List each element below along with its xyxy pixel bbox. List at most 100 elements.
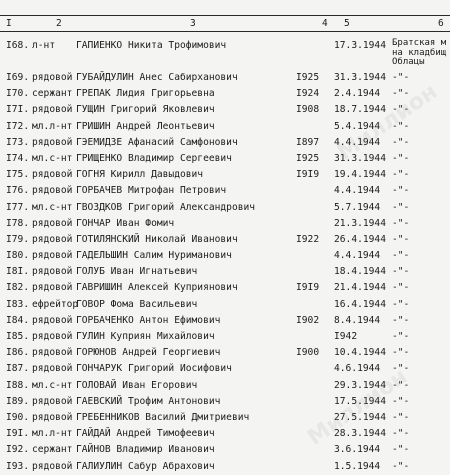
burial-cell: -"-: [392, 444, 410, 456]
birth-year-cell: I924: [296, 88, 320, 100]
name-cell: ГУБАЙДУЛИН Анес Сабирханович: [76, 72, 238, 83]
table-row: I74. мл.с-нт ГРИЩЕНКО Владимир Сергеевич I9…: [0, 151, 450, 167]
burial-cell: -"-: [392, 282, 410, 294]
name-cell: ГОНЧАРУК Григорий Иосифович: [76, 363, 232, 375]
table-row: I85. рядовой ГУЛИН Куприян Михайлович I942 -…: [0, 329, 450, 345]
column-header-row: I 2 3 4 5 6: [0, 18, 450, 30]
rank-cell: сержант: [32, 88, 73, 100]
rank-cell: мл.л-нт: [32, 120, 73, 132]
death-date-cell: 1.5.1944: [334, 460, 381, 472]
name-cell: ГОГНЯ Кирилл Давыдович: [76, 169, 204, 181]
header-top-rule: [0, 15, 450, 16]
header-col-5: 5: [344, 18, 350, 29]
record-number: I69.: [6, 72, 30, 83]
table-row: I86. рядовой ГОРЮНОВ Андрей Георгиевич I900…: [0, 345, 450, 361]
death-date-cell: 5.4.1944: [334, 120, 381, 132]
death-date-cell: 31.3.1944: [334, 72, 386, 83]
rank-cell: рядовой: [32, 217, 73, 229]
table-row: I9I. мл.л-нт ГАЙДАЙ Андрей Тимофеевич 28.3.…: [0, 426, 450, 442]
document-page: I 2 3 4 5 6 I68. л-нт ГАПИЕНКО Никита Троф…: [0, 15, 450, 472]
rank-cell: мл.с-нт: [32, 201, 73, 213]
table-row: I72. мл.л-нт ГРИШИН Андрей Леонтьевич 5.4.1…: [0, 119, 450, 135]
death-date-cell: 28.3.1944: [334, 428, 386, 440]
table-row: I73. рядовой ГЭЕМИДЗЕ Афанасий Самфонович I…: [0, 135, 450, 151]
rank-cell: рядовой: [32, 331, 73, 342]
table-row: I68. л-нт ГАПИЕНКО Никита Трофимович 17.3.1…: [0, 38, 450, 70]
death-date-cell: 16.4.1944: [334, 298, 386, 310]
record-number: I72.: [6, 120, 30, 132]
burial-cell: -"-: [392, 298, 410, 310]
table-row: I76. рядовой ГОРБАЧЕВ Митрофан Петрович 4.4…: [0, 183, 450, 199]
burial-cell: -"-: [392, 411, 410, 423]
name-cell: ГЭЕМИДЗЕ Афанасий Самфонович: [76, 136, 238, 148]
burial-cell: -"-: [392, 266, 410, 278]
burial-place-note: Братская м на кладбищ Облацы: [392, 38, 450, 68]
burial-cell: -"-: [392, 460, 410, 472]
name-cell: ГОВОР Фома Васильевич: [76, 298, 198, 310]
rank-cell: рядовой: [32, 395, 73, 407]
death-date-cell: 4.4.1944: [334, 250, 381, 262]
death-date-cell: 18.4.1944: [334, 266, 386, 278]
birth-year-cell: I9I9: [296, 169, 320, 181]
death-date-cell: 21.4.1944: [334, 282, 386, 294]
table-row: I70. сержант ГРЕПАК Лидия Григорьевна I924 2…: [0, 86, 450, 102]
record-number: I70.: [6, 88, 30, 100]
rank-cell: рядовой: [32, 314, 73, 326]
rank-cell: рядовой: [32, 266, 73, 278]
burial-cell: -"-: [392, 136, 410, 148]
record-number: I82.: [6, 282, 30, 294]
death-date-cell: 3.6.1944: [334, 444, 381, 456]
table-row: I93. рядовой ГАЛИУЛИН Сабур Абрахович 1.5.1…: [0, 459, 450, 475]
burial-cell: -"-: [392, 331, 410, 342]
birth-year-cell: I922: [296, 233, 320, 245]
death-date-cell: 29.3.1944: [334, 379, 386, 391]
record-number: I75.: [6, 169, 30, 181]
name-cell: ГАЙНОВ Владимир Иванович: [76, 444, 215, 456]
header-bottom-rule: [0, 31, 450, 32]
record-number: I79.: [6, 233, 30, 245]
burial-cell: -"-: [392, 72, 410, 83]
rank-cell: л-нт: [32, 40, 56, 51]
death-date-cell: 2.4.1944: [334, 88, 381, 100]
rank-cell: рядовой: [32, 233, 73, 245]
header-col-2: 2: [56, 18, 62, 29]
burial-cell: -"-: [392, 233, 410, 245]
death-date-cell: 17.5.1944: [334, 395, 386, 407]
name-cell: ГОТИЛЯНСКИЙ Николай Иванович: [76, 233, 238, 245]
table-row: I79. рядовой ГОТИЛЯНСКИЙ Николай Иванович I…: [0, 232, 450, 248]
table-row: I78. рядовой ГОНЧАР Иван Фомич 21.3.1944 -"-: [0, 216, 450, 232]
rank-cell: мл.л-нт: [32, 428, 73, 440]
name-cell: ГОРЮНОВ Андрей Георгиевич: [76, 347, 221, 359]
death-date-cell: 17.3.1944: [334, 40, 386, 51]
burial-note-line: на кладбищ: [392, 47, 447, 58]
header-col-3: 3: [190, 18, 196, 29]
burial-cell: -"-: [392, 314, 410, 326]
death-date-cell: 18.7.1944: [334, 104, 386, 116]
rank-cell: рядовой: [32, 169, 73, 181]
table-row: I84. рядовой ГОРБАЧЕНКО Антон Ефимович I902…: [0, 313, 450, 329]
rank-cell: рядовой: [32, 363, 73, 375]
name-cell: ГАВРИШИН Алексей Куприянович: [76, 282, 238, 294]
burial-cell: -"-: [392, 363, 410, 375]
record-number: I80.: [6, 250, 30, 262]
name-cell: ГОРБАЧЕВ Митрофан Петрович: [76, 185, 227, 197]
rank-cell: рядовой: [32, 72, 73, 83]
header-col-4: 4: [322, 18, 328, 29]
burial-cell: -"-: [392, 185, 410, 197]
record-number: I84.: [6, 314, 30, 326]
record-number: I7I.: [6, 104, 30, 116]
birth-year-cell: I902: [296, 314, 320, 326]
death-date-cell: 4.4.1944: [334, 185, 381, 197]
name-cell: ГРЕПАК Лидия Григорьевна: [76, 88, 215, 100]
death-date-cell: 4.4.1944: [334, 136, 381, 148]
burial-cell: -"-: [392, 201, 410, 213]
table-row: I88. мл.с-нт ГОЛОВАЙ Иван Егорович 29.3.194…: [0, 378, 450, 394]
record-number: I74.: [6, 152, 30, 164]
name-cell: ГУЛИН Куприян Михайлович: [76, 331, 215, 342]
death-date-cell: 8.4.1944: [334, 314, 381, 326]
burial-note-line: Братская м: [392, 38, 447, 48]
record-number: I73.: [6, 136, 30, 148]
table-row: I80. рядовой ГАДЕЛЬШИН Салим Нуриманович 4.…: [0, 248, 450, 264]
table-row: I69. рядовой ГУБАЙДУЛИН Анес Сабирханович I…: [0, 70, 450, 86]
rank-cell: мл.с-нт: [32, 379, 73, 391]
